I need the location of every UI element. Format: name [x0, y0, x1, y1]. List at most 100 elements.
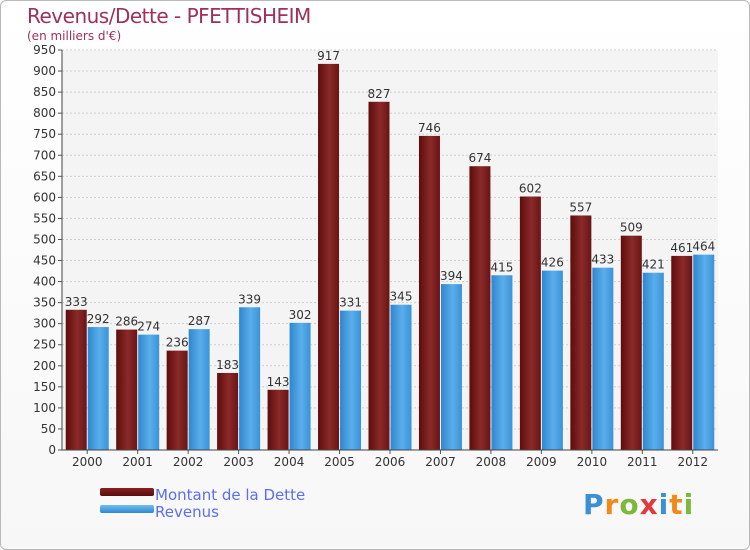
- logo-letter: o: [619, 488, 640, 521]
- bar-debt: [570, 215, 592, 450]
- data-label-debt: 827: [368, 87, 391, 101]
- data-label-revenue: 274: [137, 320, 160, 334]
- logo-letter: r: [604, 488, 620, 521]
- bar-revenue: [87, 327, 109, 450]
- chart-title: Revenus/Dette - PFETTISHEIM: [27, 4, 311, 28]
- legend-label-revenue: Revenus: [155, 503, 219, 521]
- y-tick-label: 150: [33, 380, 56, 394]
- y-tick-label: 750: [33, 127, 56, 141]
- data-label-debt: 461: [670, 241, 693, 255]
- x-tick-label: 2011: [627, 455, 658, 469]
- y-tick-label: 700: [33, 148, 56, 162]
- bar-revenue: [642, 272, 664, 450]
- data-label-debt: 917: [317, 49, 340, 63]
- y-tick-label: 850: [33, 85, 56, 99]
- data-label-debt: 333: [65, 295, 88, 309]
- logo-letter: t: [669, 488, 684, 521]
- bar-revenue: [188, 329, 210, 450]
- bar-revenue: [491, 275, 513, 450]
- bar-debt: [519, 196, 541, 450]
- data-label-debt: 602: [519, 182, 542, 196]
- bar-debt: [267, 389, 289, 450]
- y-tick-label: 650: [33, 169, 56, 183]
- bar-debt: [166, 350, 188, 450]
- bar-revenue: [289, 322, 311, 450]
- x-tick-label: 2008: [476, 455, 507, 469]
- data-label-debt: 143: [267, 375, 290, 389]
- data-label-revenue: 426: [541, 256, 564, 270]
- data-label-debt: 286: [115, 315, 138, 329]
- x-tick-label: 2007: [425, 455, 456, 469]
- y-tick-label: 200: [33, 359, 56, 373]
- bar-revenue: [239, 307, 261, 450]
- y-axis-ticks: 0 50 100 150 200 250 300 350 400 450 500 550 600 650 7…: [33, 43, 62, 457]
- y-tick-label: 400: [33, 275, 56, 289]
- data-label-debt: 509: [620, 221, 643, 235]
- y-tick-label: 550: [33, 211, 56, 225]
- x-tick-label: 2009: [526, 455, 557, 469]
- bar-debt: [217, 372, 239, 450]
- data-label-revenue: 421: [642, 258, 665, 272]
- bar-debt: [671, 255, 693, 450]
- bar-debt: [116, 329, 138, 450]
- bar-debt: [469, 166, 491, 451]
- y-tick-label: 500: [33, 232, 56, 246]
- x-tick-label: 2002: [173, 455, 204, 469]
- x-tick-label: 2006: [375, 455, 406, 469]
- x-tick-label: 2004: [274, 455, 305, 469]
- grid-lines: [62, 49, 718, 450]
- x-tick-label: 2010: [577, 455, 608, 469]
- data-label-revenue: 394: [440, 269, 463, 283]
- bar-revenue: [592, 267, 614, 450]
- y-tick-label: 350: [33, 296, 56, 310]
- data-label-debt: 674: [468, 151, 491, 165]
- x-tick-label: 2001: [122, 455, 153, 469]
- data-labels: 333 292 286 274 236 287 183 339 143 302 917 331 827 3…: [65, 49, 715, 389]
- bar-revenue: [138, 334, 160, 450]
- legend-label-debt: Montant de la Dette: [155, 486, 306, 504]
- bar-revenue: [541, 270, 563, 450]
- bar-debt: [368, 101, 390, 450]
- bar-revenue: [440, 284, 462, 450]
- data-label-revenue: 415: [490, 260, 513, 274]
- bar-debt: [65, 309, 87, 450]
- data-label-revenue: 292: [87, 312, 110, 326]
- x-tick-label: 2012: [677, 455, 708, 469]
- plot-area: [62, 50, 718, 450]
- legend-swatch-debt: [100, 488, 154, 496]
- data-label-revenue: 464: [692, 240, 715, 254]
- proxiti-logo: Proxiti: [583, 488, 694, 521]
- legend-swatch-revenue: [100, 505, 154, 513]
- axes: [61, 50, 718, 451]
- data-label-revenue: 345: [390, 290, 413, 304]
- data-label-debt: 557: [569, 200, 592, 214]
- y-tick-label: 0: [48, 443, 56, 457]
- y-tick-label: 800: [33, 106, 56, 120]
- data-label-debt: 236: [166, 336, 189, 350]
- bar-debt: [418, 135, 440, 451]
- data-label-debt: 183: [216, 358, 239, 372]
- bar-revenue: [693, 254, 715, 450]
- chart-subtitle: (en milliers d'€): [27, 29, 122, 43]
- logo-letter: P: [583, 488, 605, 521]
- logo-letter: i: [658, 488, 670, 521]
- bar-revenue: [390, 304, 412, 450]
- data-label-revenue: 302: [289, 308, 312, 322]
- y-tick-label: 600: [33, 190, 56, 204]
- bar-debt: [318, 63, 340, 450]
- bar-debt: [620, 235, 642, 450]
- bars: [65, 63, 715, 451]
- data-label-revenue: 287: [188, 314, 211, 328]
- x-tick-label: 2005: [324, 455, 355, 469]
- y-tick-label: 900: [33, 64, 56, 78]
- y-tick-label: 250: [33, 338, 56, 352]
- y-tick-label: 100: [33, 401, 56, 415]
- y-tick-label: 950: [33, 43, 56, 57]
- data-label-debt: 746: [418, 121, 441, 135]
- bar-revenue: [340, 310, 362, 450]
- y-tick-label: 50: [41, 422, 56, 436]
- y-tick-label: 450: [33, 254, 56, 268]
- data-label-revenue: 339: [238, 292, 261, 306]
- logo-letter: i: [683, 488, 695, 521]
